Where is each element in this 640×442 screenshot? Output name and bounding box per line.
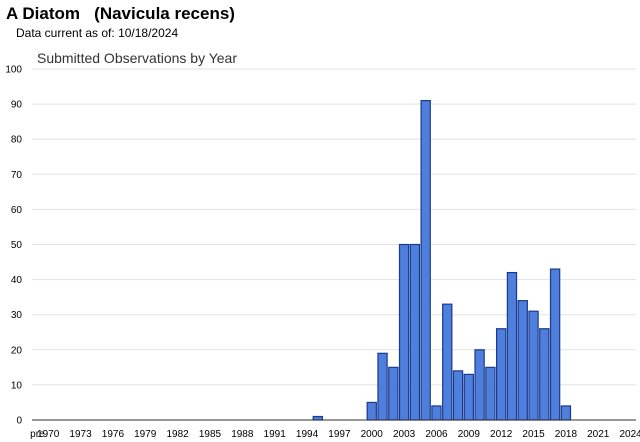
x-tick-label: 2006: [425, 429, 448, 440]
y-tick-label: 0: [16, 416, 22, 427]
bar-2016: [539, 328, 550, 421]
bar-2005: [420, 99, 431, 421]
x-tick-label: 1988: [231, 429, 254, 440]
x-tick-label: 2018: [555, 429, 578, 440]
x-tick-label: 2000: [361, 429, 384, 440]
bar-2002: [388, 366, 399, 421]
y-tick-label: 60: [11, 205, 23, 216]
x-tick-label: 1976: [102, 429, 125, 440]
bar-2004: [409, 243, 421, 421]
bar-2015: [528, 310, 539, 421]
y-tick-label: 100: [5, 65, 22, 76]
y-tick-label: 20: [11, 345, 23, 356]
bar-2001: [377, 352, 388, 421]
bar-2011: [485, 366, 496, 421]
y-axis-ticks: 0 10 20 30 40 50 60 70 80 90 100: [5, 65, 22, 427]
x-tick-label: 1997: [328, 429, 351, 440]
x-tick-label: 2009: [458, 429, 481, 440]
x-tick-label: 1979: [134, 429, 157, 440]
y-tick-label: 80: [11, 135, 23, 146]
y-tick-label: 70: [11, 170, 23, 181]
x-tick-label: 1973: [69, 429, 92, 440]
y-tick-label: 30: [11, 310, 23, 321]
bar-2013: [506, 271, 518, 421]
x-tick-label: 1970: [37, 429, 60, 440]
x-tick-label: 1991: [264, 429, 287, 440]
x-tick-label: 2015: [522, 429, 545, 440]
y-tick-label: 50: [11, 240, 23, 251]
y-tick-label: 90: [11, 100, 23, 111]
bar-2018: [560, 405, 572, 421]
bar-2003: [398, 243, 410, 421]
bar-2006: [431, 405, 442, 421]
bar-2014: [517, 300, 528, 421]
bar-2008: [452, 370, 464, 421]
bar-2012: [495, 328, 507, 421]
subtitle-label: Data current as of:: [16, 26, 115, 40]
x-tick-label: 2012: [490, 429, 513, 440]
x-tick-label: 2021: [587, 429, 610, 440]
x-tick-label: 1994: [296, 429, 319, 440]
bar-2010: [474, 349, 485, 421]
bar-2000: [366, 401, 377, 421]
bar-2007: [442, 303, 453, 421]
x-tick-label: pre: [30, 429, 45, 440]
subtitle-date: 10/18/2024: [118, 26, 179, 40]
bar-2017: [549, 268, 561, 421]
y-tick-label: 40: [11, 275, 23, 286]
x-tick-label: 1985: [199, 429, 222, 440]
bar-2009: [463, 373, 475, 421]
chart-title: Submitted Observations by Year: [37, 50, 237, 66]
x-tick-label: 1982: [166, 429, 189, 440]
page-title: A Diatom (Navicula recens): [6, 4, 235, 23]
bars: [312, 99, 572, 421]
x-tick-label: 2003: [393, 429, 416, 440]
y-tick-label: 10: [11, 380, 23, 391]
bar-1995: [312, 415, 324, 421]
data-current-subtitle: Data current as of: 10/18/2024: [16, 26, 178, 40]
x-tick-label: 2024: [619, 429, 640, 440]
